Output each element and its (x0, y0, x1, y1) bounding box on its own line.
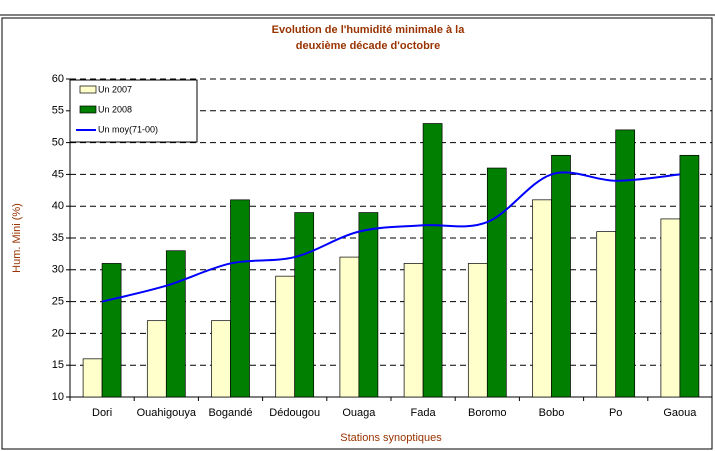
bar (467, 263, 488, 398)
bar (275, 275, 296, 398)
y-tick-label: 50 (52, 137, 64, 149)
x-tick-label: Ouaga (342, 407, 376, 419)
y-tick-label: 30 (52, 264, 64, 276)
x-tick-label: Gaoua (663, 407, 697, 419)
y-tick-label: 25 (52, 296, 64, 308)
bar (532, 199, 552, 398)
x-tick-label: Ouahigouya (137, 407, 197, 419)
chart-title: deuxième décade d'octobre (296, 40, 440, 52)
x-tick-label: Fada (411, 407, 437, 419)
x-tick-label: Boromo (468, 407, 507, 419)
x-tick-label: Dédougou (269, 407, 320, 419)
bar (230, 199, 250, 398)
x-axis-title: Stations synoptiques (340, 432, 442, 444)
x-tick-label: Po (609, 407, 622, 419)
bar (358, 212, 379, 398)
legend-swatch (79, 85, 97, 94)
bar (82, 358, 103, 398)
legend-label: Un 2007 (98, 84, 132, 94)
x-tick-label: Bobo (539, 407, 565, 419)
legend-label: Un 2008 (98, 104, 132, 114)
y-tick-label: 35 (52, 232, 64, 244)
bar (615, 129, 636, 398)
bar (211, 320, 231, 398)
y-tick-label: 20 (52, 327, 64, 339)
bar (679, 154, 700, 398)
legend-label: Un moy(71-00) (98, 124, 158, 134)
bar (101, 263, 122, 398)
bar (596, 231, 617, 398)
chart-title: Evolution de l'humidité minimale à la (272, 24, 466, 36)
bar (165, 250, 186, 398)
x-tick-label: Dori (92, 407, 112, 419)
bar (146, 320, 167, 398)
x-tick-label: Bogandé (208, 407, 252, 419)
y-tick-label: 15 (52, 359, 64, 371)
bar (422, 123, 443, 398)
y-tick-label: 60 (52, 73, 64, 85)
y-axis-title: Hum. Mini (%) (11, 203, 23, 273)
legend-swatch (79, 105, 97, 114)
bar (339, 256, 360, 398)
bar (660, 218, 681, 398)
bar (294, 212, 315, 398)
bar (403, 263, 424, 398)
bar (551, 154, 571, 398)
y-tick-label: 55 (52, 105, 64, 117)
line (101, 171, 680, 303)
y-tick-label: 40 (52, 200, 64, 212)
y-tick-label: 45 (52, 168, 64, 180)
y-tick-label: 10 (52, 391, 64, 403)
bar (486, 167, 507, 398)
